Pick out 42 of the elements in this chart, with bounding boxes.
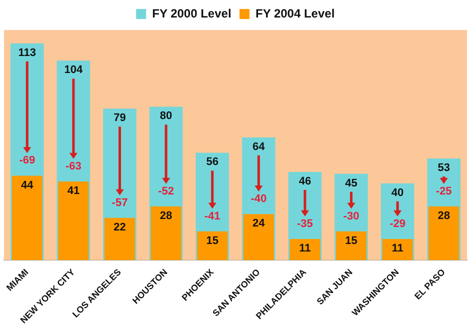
- legend-label: FY 2004 Level: [256, 6, 335, 20]
- annotation: -30: [343, 210, 360, 222]
- data-label: 22: [114, 221, 126, 234]
- data-label: 11: [299, 242, 311, 255]
- annotation: -41: [204, 210, 220, 222]
- bar: [428, 206, 460, 260]
- annotation: -29: [390, 218, 406, 230]
- data-label: 24: [252, 218, 266, 230]
- annotation: -40: [250, 193, 267, 206]
- data-label: 40: [391, 186, 404, 199]
- data-label: 104: [64, 64, 84, 76]
- annotation: -25: [436, 185, 452, 198]
- annotation: -63: [65, 160, 82, 172]
- bar: [382, 239, 413, 260]
- data-label: 11: [392, 242, 404, 255]
- annotation: -57: [112, 196, 128, 209]
- data-label: 53: [438, 162, 450, 174]
- data-label: 15: [206, 234, 218, 247]
- data-label: 64: [252, 140, 266, 153]
- data-label: 28: [438, 210, 450, 222]
- bar: [58, 181, 89, 260]
- annotation: -35: [296, 218, 313, 230]
- data-label: 56: [206, 156, 218, 168]
- bar: [290, 239, 320, 260]
- data-label: 44: [21, 179, 34, 192]
- legend-label: FY 2000 Level: [152, 6, 232, 20]
- data-label: 15: [345, 234, 358, 247]
- bar: [197, 231, 228, 260]
- data-label: 41: [67, 185, 80, 198]
- data-label: 28: [160, 210, 172, 222]
- bar: [12, 176, 42, 260]
- data-label: 113: [18, 46, 36, 59]
- bar: [104, 218, 136, 260]
- bar: [243, 214, 274, 260]
- bar: [150, 206, 182, 260]
- annotation: -69: [19, 154, 36, 167]
- bar: [336, 231, 367, 260]
- data-label: 80: [160, 110, 172, 122]
- data-label: 46: [298, 175, 312, 188]
- annotation: -52: [158, 185, 174, 198]
- data-label: 45: [345, 177, 358, 190]
- data-label: 79: [114, 112, 126, 124]
